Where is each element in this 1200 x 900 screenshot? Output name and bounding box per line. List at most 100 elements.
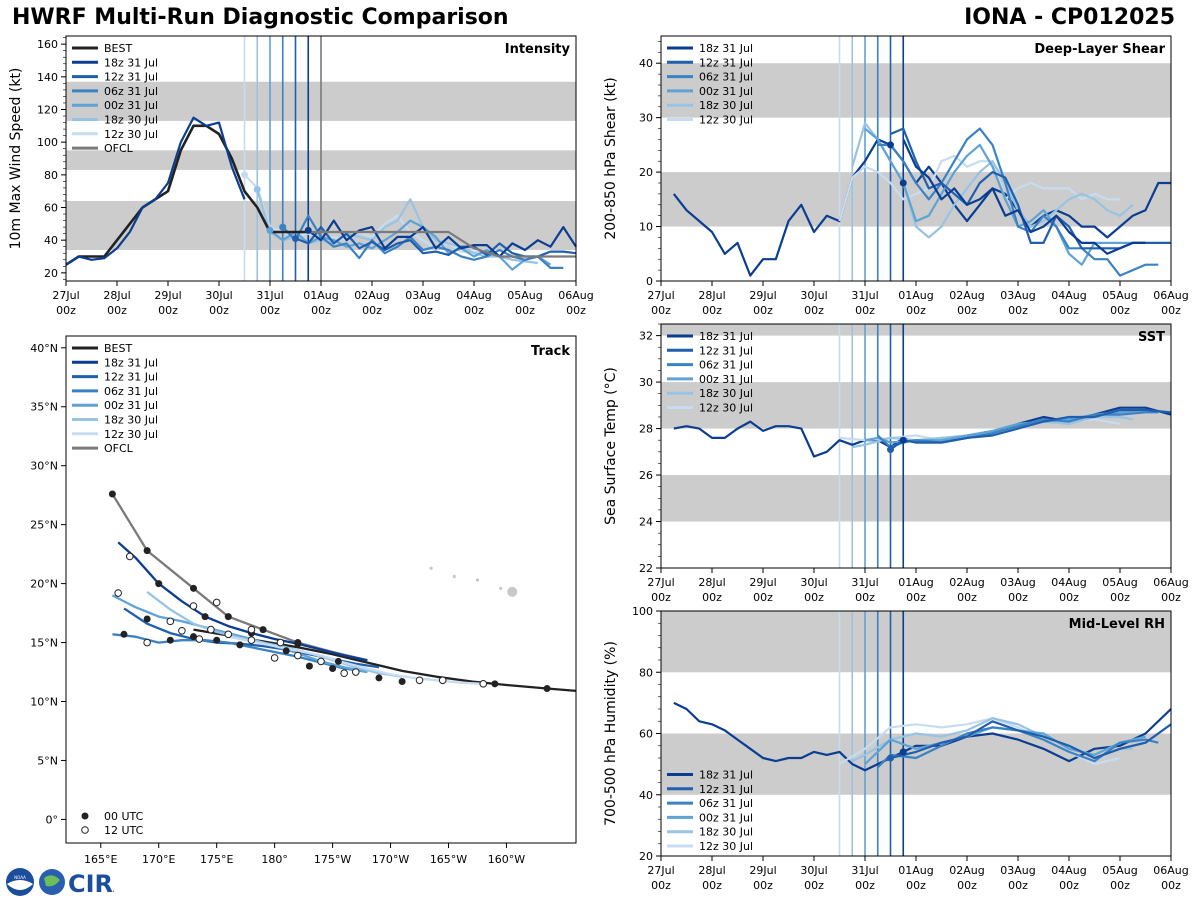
legend-label: 12z 30 Jul — [699, 114, 753, 127]
x-tick-label: 29Jul — [749, 576, 776, 589]
track-point-12utc — [189, 602, 198, 610]
legend-label: 18z 31 Jul — [104, 356, 158, 369]
y-axis-label: Sea Surface Temp (°C) — [603, 367, 619, 525]
y-tick-label: 40 — [639, 789, 653, 802]
track-point-00utc — [329, 664, 337, 672]
legend-label: 18z 30 Jul — [104, 414, 158, 427]
legend-label: 00 UTC — [104, 810, 144, 823]
x-tick-sub-label: 00z — [566, 304, 586, 317]
y-tick-label: 60 — [44, 202, 58, 215]
x-tick-label: 29Jul — [154, 289, 181, 302]
init-marker — [887, 754, 894, 762]
shear-chart: 0 10 20 30 40 27Jul 00z 28Jul 00z 29Jul 00z 30Jul 00… — [603, 35, 1189, 317]
track-point-12utc — [438, 676, 447, 685]
x-tick-label: 31Jul — [851, 289, 878, 302]
track-point-12utc — [224, 630, 233, 639]
series-line-12z-31-jul — [890, 720, 1172, 760]
lat-tick-label: 40°N — [30, 342, 58, 355]
track-point-12utc — [247, 636, 256, 645]
x-tick-sub-label: 00z — [906, 304, 926, 317]
x-tick-label: 01Aug — [898, 864, 933, 877]
track-point-12utc — [479, 680, 488, 688]
x-tick-label: 06Aug — [558, 289, 593, 302]
track-point-00utc — [398, 677, 406, 685]
x-tick-sub-label: 00z — [1110, 304, 1130, 317]
y-tick-label: 40 — [44, 234, 58, 247]
x-tick-label: 27Jul — [647, 576, 674, 589]
track-point-12utc — [351, 668, 360, 676]
x-tick-sub-label: 00z — [651, 304, 671, 317]
sst-chart: 22 24 26 28 30 32 27Jul 00z 28Jul 00z 29Jul 00z 30Ju… — [603, 323, 1189, 604]
legend-label: 18z 31 Jul — [699, 330, 753, 343]
track-point-00utc — [143, 615, 151, 623]
panel-title: Deep-Layer Shear — [1034, 42, 1165, 57]
x-tick-label: 28Jul — [103, 289, 130, 302]
x-tick-label: 30Jul — [205, 289, 232, 302]
init-marker — [887, 141, 894, 149]
track-point-00utc — [236, 641, 244, 649]
legend-label: 06z 31 Jul — [699, 359, 753, 372]
y-tick-label: 0 — [646, 275, 653, 288]
track-point-00utc — [543, 685, 551, 693]
init-marker — [279, 223, 287, 231]
lon-tick-label: 165°E — [84, 853, 117, 866]
lon-tick-label: 175°E — [200, 853, 233, 866]
island-shape — [499, 586, 503, 590]
x-tick-label: 28Jul — [698, 289, 725, 302]
y-tick-label: 20 — [639, 850, 653, 863]
legend-label: 06z 31 Jul — [699, 797, 753, 810]
legend-label: 18z 31 Jul — [699, 42, 753, 55]
legend-label: 12z 31 Jul — [699, 56, 753, 69]
legend-label: 00z 31 Jul — [104, 99, 158, 112]
map-frame — [65, 335, 577, 844]
series-line-06z-31-jul — [877, 127, 1159, 277]
track-point-00utc — [305, 662, 313, 670]
x-tick-sub-label: 00z — [311, 304, 331, 317]
x-tick-label: 28Jul — [698, 576, 725, 589]
legend-label: 12z 31 Jul — [699, 783, 753, 796]
legend-label: BEST — [104, 42, 132, 55]
legend-12utc-marker — [81, 826, 89, 834]
x-tick-sub-label: 00z — [1110, 879, 1130, 892]
x-tick-sub-label: 00z — [260, 304, 280, 317]
lat-tick-label: 5°N — [37, 754, 58, 767]
y-tick-label: 32 — [639, 330, 653, 343]
x-tick-label: 02Aug — [949, 289, 984, 302]
x-tick-sub-label: 00z — [804, 304, 824, 317]
x-tick-label: 27Jul — [647, 289, 674, 302]
x-tick-sub-label: 00z — [906, 879, 926, 892]
x-tick-sub-label: 00z — [1161, 879, 1181, 892]
legend-00utc-marker — [81, 812, 89, 820]
y-axis-label: 200-850 hPa Shear (kt) — [603, 77, 619, 239]
legend-label: 12 UTC — [104, 824, 144, 837]
threshold-band — [661, 475, 1171, 522]
lon-tick-label: 170°E — [142, 853, 175, 866]
x-tick-label: 05Aug — [1102, 864, 1137, 877]
track-point-12utc — [294, 651, 302, 660]
legend-label: 12z 30 Jul — [104, 128, 158, 141]
lat-tick-label: 25°N — [30, 519, 58, 532]
x-tick-label: 06Aug — [1153, 576, 1188, 589]
lon-tick-label: 175°W — [314, 853, 351, 866]
x-tick-sub-label: 00z — [464, 304, 484, 317]
legend-label: 18z 31 Jul — [104, 56, 158, 69]
track-point-00utc — [375, 674, 383, 682]
lon-tick-label: 160°W — [488, 853, 525, 866]
legend-label: 00z 31 Jul — [699, 85, 753, 98]
y-tick-label: 10 — [639, 221, 653, 234]
series-line-18z-31-jul — [307, 219, 577, 258]
y-tick-label: 30 — [639, 112, 653, 125]
x-tick-label: 04Aug — [456, 289, 491, 302]
x-tick-label: 06Aug — [1153, 864, 1188, 877]
island-shape — [429, 566, 433, 570]
x-tick-sub-label: 00z — [1008, 304, 1028, 317]
x-tick-label: 03Aug — [1000, 576, 1035, 589]
rh-chart: 20 40 60 80 100 27Jul 00z 28Jul 00z 29Jul 00z 30Jul… — [603, 605, 1189, 892]
track-point-12utc — [270, 654, 279, 662]
track-line-18z-31-jul — [117, 541, 368, 662]
panel-title: Mid-Level RH — [1069, 617, 1165, 632]
x-tick-sub-label: 00z — [209, 304, 229, 317]
x-tick-label: 02Aug — [354, 289, 389, 302]
x-tick-label: 01Aug — [898, 289, 933, 302]
storm-id: IONA - CP012025 — [964, 5, 1175, 30]
